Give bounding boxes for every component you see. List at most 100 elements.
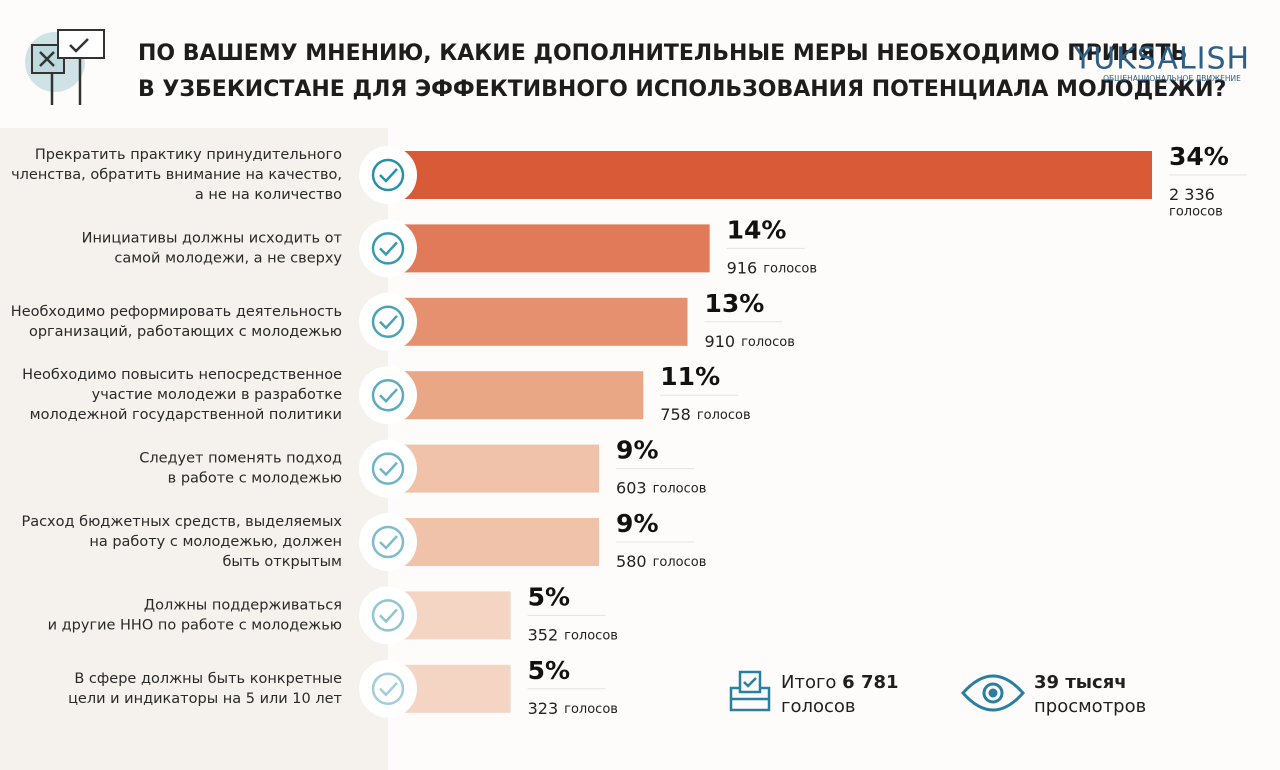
votes-number: 916 (727, 258, 758, 277)
category-line: и другие ННО по работе с молодежью (48, 617, 342, 633)
votes-unit: голосов (1169, 205, 1223, 220)
value-label: 11% (660, 362, 720, 391)
category-label: Инициативы должны исходить от самой молод… (82, 230, 343, 266)
category-line: организаций, работающих с молодежью (29, 324, 342, 340)
category-line: цели и индикаторы на 5 или 10 лет (68, 691, 342, 707)
votes-unit: голосов (564, 628, 618, 643)
check-ring (371, 672, 405, 706)
value-label: 14% (727, 215, 787, 244)
check-circle (359, 366, 417, 425)
category-line: в работе с молодежью (168, 471, 342, 487)
votes-unit: голосов (697, 408, 751, 423)
eye-icon (960, 674, 1026, 712)
check-mark (379, 241, 398, 257)
bar (400, 224, 710, 273)
check-circle (359, 659, 417, 718)
category-line: Прекратить практику принудительного (35, 147, 342, 163)
votes-number: 2 336 (1169, 185, 1215, 204)
check-ring (371, 232, 405, 265)
bar (400, 151, 1152, 199)
header-bg (0, 0, 1280, 128)
category-line: Расход бюджетных средств, выделяемых (21, 514, 342, 530)
category-line: на работу с молодежью, должен (89, 534, 342, 550)
check-circle (359, 219, 417, 278)
category-label: Необходимо реформировать деятельность орг… (11, 304, 342, 340)
category-line: самой молодежи, а не сверху (114, 250, 342, 266)
bar (400, 371, 644, 420)
votes-unit: голосов (653, 555, 707, 570)
votes-number: 603 (616, 478, 647, 497)
bar (400, 591, 511, 640)
category-label: В сфере должны быть конкретные цели и инд… (68, 671, 342, 707)
check-ring (371, 599, 405, 632)
votes-unit: голосов (564, 701, 618, 716)
category-label: Необходимо повысить непосредственное учас… (22, 367, 342, 423)
votes-number: 758 (660, 405, 691, 424)
check-ring (371, 378, 405, 412)
votes-label: 758 голосов (660, 405, 750, 424)
total-value: 6 781 (842, 672, 898, 693)
votes-number: 580 (616, 552, 647, 571)
check-mark (379, 461, 398, 477)
check-circle (359, 513, 417, 571)
value-label: 5% (528, 656, 570, 685)
category-label: Должны поддерживаться и другие ННО по раб… (48, 597, 342, 633)
check-circle (359, 146, 417, 204)
category-label: Расход бюджетных средств, выделяемых на р… (21, 514, 342, 570)
total-text: Итого (781, 672, 836, 693)
bar (400, 664, 511, 713)
category-line: быть открытым (222, 554, 342, 570)
category-line: Необходимо повысить непосредственное (22, 367, 342, 383)
votes-label: 323 голосов (528, 698, 618, 717)
category-line: Необходимо реформировать деятельность (11, 304, 342, 320)
votes-number: 323 (528, 698, 559, 717)
title-line: В УЗБЕКИСТАНЕ ДЛЯ ЭФФЕКТИВНОГО ИСПОЛЬЗОВ… (138, 77, 1226, 102)
votes-unit: голосов (653, 481, 707, 496)
value-label: 13% (705, 289, 765, 318)
views-value: 39 тысяч (1034, 672, 1127, 693)
bar (400, 518, 600, 566)
left-panel (0, 0, 388, 770)
header-icon (25, 29, 105, 105)
check-ring (371, 452, 405, 485)
logo-subtitle: ОБЩЕНАЦИОНАЛЬНОЕ ДВИЖЕНИЕ (1103, 74, 1241, 83)
value-label: 5% (528, 582, 570, 611)
votes-unit: голосов (763, 261, 817, 276)
category-line: Должны поддерживаться (144, 597, 342, 613)
votes-number: 910 (705, 331, 736, 350)
check-ring (371, 305, 405, 339)
check-mark (379, 608, 398, 624)
votes-label: 2 336 (1169, 185, 1215, 204)
value-label: 9% (616, 436, 658, 465)
category-line: а не на количество (195, 187, 342, 203)
votes-label: 910 голосов (705, 331, 795, 350)
total-label: Итого 6 781 (781, 672, 899, 693)
votes-label: 916 голосов (727, 258, 817, 277)
category-line: участие молодежи в разработке (92, 387, 342, 403)
check-mark (379, 168, 398, 183)
check-mark (379, 388, 398, 404)
votes-label: 580 голосов (616, 552, 706, 571)
votes-unit: голосов (741, 334, 795, 349)
logo: YUKSALISH (1073, 42, 1250, 77)
votes-label: 603 голосов (616, 478, 706, 497)
category-label: Следует поменять подход в работе с молоде… (139, 451, 342, 487)
check-ring (371, 158, 405, 192)
votes-number: 352 (528, 625, 559, 644)
check-mark (379, 681, 398, 697)
check-mark (379, 314, 398, 330)
check-ring (371, 525, 405, 559)
bar (400, 444, 600, 493)
category-line: молодежной государственной политики (30, 407, 342, 423)
title-line: ПО ВАШЕМУ МНЕНИЮ, КАКИЕ ДОПОЛНИТЕЛЬНЫЕ М… (138, 41, 1187, 66)
category-line: членства, обратить внимание на качество, (11, 167, 342, 183)
ballot-icon (729, 670, 771, 712)
value-label: 34% (1169, 142, 1229, 171)
category-line: Инициативы должны исходить от (82, 230, 343, 246)
check-circle (359, 292, 417, 351)
bar (400, 297, 688, 346)
check-circle (359, 439, 417, 498)
category-label: Прекратить практику принудительного членс… (11, 147, 342, 203)
total-unit: голосов (781, 696, 856, 717)
